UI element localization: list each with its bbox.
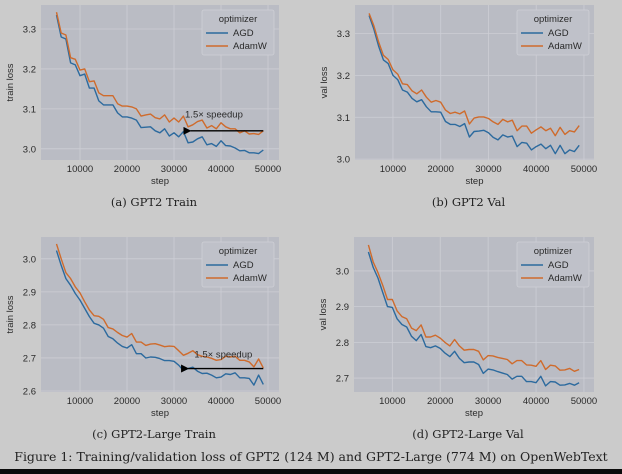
legend-title: optimizer (219, 246, 258, 257)
legend-title: optimizer (219, 14, 258, 25)
subplot-caption: (a) GPT2 Train (111, 195, 198, 209)
y-axis-label: val loss (319, 66, 330, 98)
legend-box (201, 9, 275, 56)
legend-box (516, 241, 590, 288)
x-tick-label: 20000 (428, 164, 454, 175)
speedup-annotation: 1.5× speedup (194, 350, 252, 361)
subplot-2: 10000 20000 30000 40000 50000 2.6 2.7 2.8 2.9 3.0… (5, 237, 281, 441)
y-axis-label: val loss (318, 298, 329, 330)
x-tick-label: 50000 (255, 396, 281, 407)
x-tick-label: 50000 (571, 396, 597, 407)
series-line-adamw (55, 12, 264, 136)
y-tick-label: 3.1 (23, 104, 36, 115)
x-tick-label: 40000 (523, 164, 549, 175)
x-tick-label: 30000 (161, 164, 187, 175)
y-axis-label: train loss (5, 295, 16, 333)
subplot-caption: (b) GPT2 Val (432, 195, 506, 209)
series-line-adamw (55, 243, 264, 369)
x-tick-label: 50000 (571, 164, 597, 175)
x-axis-label: step (465, 408, 483, 419)
y-tick-label: 3.3 (23, 24, 36, 35)
legend-entry-adamw: AdamW (548, 41, 582, 52)
legend-entry-adamw: AdamW (233, 41, 267, 52)
bottom-bar (0, 469, 622, 474)
subplot-0: 10000 20000 30000 40000 50000 3.0 3.1 3.2 3.3 tra… (5, 5, 281, 209)
series-line-adamw (368, 13, 580, 137)
y-tick-label: 3.3 (337, 29, 350, 40)
series-line-agd (367, 251, 580, 387)
speedup-annotation: 1.5× speedup (185, 110, 243, 121)
y-tick-label: 2.7 (23, 353, 36, 364)
x-tick-label: 20000 (114, 164, 140, 175)
subplot-1: 10000 20000 30000 40000 50000 3.0 3.1 3.2 3.3 val… (319, 5, 597, 209)
x-tick-label: 20000 (114, 396, 140, 407)
x-axis-label: step (151, 176, 169, 187)
legend: optimizer AGD AdamW (201, 9, 275, 56)
x-tick-label: 30000 (475, 396, 501, 407)
y-tick-label: 3.2 (337, 71, 350, 82)
subplot-caption: (d) GPT2-Large Val (412, 427, 524, 441)
y-tick-label: 2.6 (23, 387, 36, 398)
legend-entry-adamw: AdamW (548, 273, 582, 284)
legend-entry-agd: AGD (548, 28, 569, 39)
y-tick-label: 2.7 (336, 374, 349, 385)
subplot-caption: (c) GPT2-Large Train (92, 427, 216, 441)
legend-entry-agd: AGD (548, 260, 569, 271)
legend-entry-agd: AGD (233, 260, 254, 271)
y-tick-label: 2.9 (336, 302, 349, 313)
x-tick-label: 50000 (255, 164, 281, 175)
x-tick-label: 10000 (67, 164, 93, 175)
series-line-adamw (367, 244, 580, 372)
y-tick-label: 3.1 (337, 113, 350, 124)
y-tick-label: 2.9 (23, 287, 36, 298)
x-tick-label: 40000 (523, 396, 549, 407)
y-tick-label: 2.8 (23, 320, 36, 331)
legend-entry-agd: AGD (233, 28, 254, 39)
legend: optimizer AGD AdamW (201, 241, 275, 288)
series-line-agd (55, 14, 264, 155)
series-line-agd (368, 15, 580, 155)
y-tick-label: 3.0 (336, 266, 349, 277)
legend-entry-adamw: AdamW (233, 273, 267, 284)
y-axis-label: train loss (5, 63, 16, 101)
legend-box (201, 241, 275, 288)
x-tick-label: 40000 (208, 396, 234, 407)
y-tick-label: 3.0 (23, 144, 36, 155)
x-tick-label: 30000 (161, 396, 187, 407)
x-tick-label: 30000 (475, 164, 501, 175)
x-tick-label: 10000 (67, 396, 93, 407)
y-tick-label: 2.8 (336, 338, 349, 349)
x-tick-label: 10000 (379, 396, 405, 407)
figure-caption: Figure 1: Training/validation loss of GP… (14, 449, 607, 464)
x-tick-label: 40000 (208, 164, 234, 175)
legend: optimizer AGD AdamW (516, 9, 590, 56)
legend: optimizer AGD AdamW (516, 241, 590, 288)
legend-title: optimizer (534, 246, 573, 257)
y-tick-label: 3.0 (337, 155, 350, 166)
legend-title: optimizer (534, 14, 573, 25)
x-tick-label: 20000 (427, 396, 453, 407)
legend-box (516, 9, 590, 56)
y-tick-label: 3.2 (23, 64, 36, 75)
x-tick-label: 10000 (380, 164, 406, 175)
y-tick-label: 3.0 (23, 254, 36, 265)
x-axis-label: step (151, 408, 169, 419)
series-line-agd (55, 250, 264, 386)
x-axis-label: step (466, 176, 484, 187)
subplot-3: 10000 20000 30000 40000 50000 2.7 2.8 2.9 3.0 val… (318, 237, 597, 441)
